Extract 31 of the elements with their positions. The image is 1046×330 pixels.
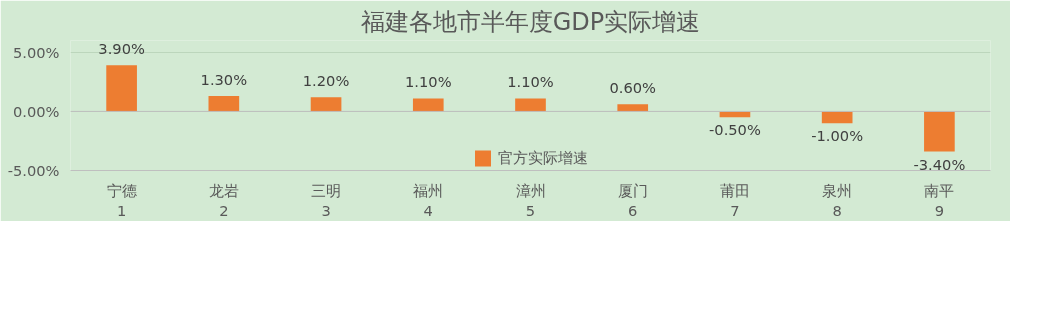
- bar: [106, 65, 137, 112]
- bar: [617, 104, 649, 112]
- data-label: 1.10%: [507, 73, 554, 91]
- x-tick-label: 三明 3: [311, 181, 342, 219]
- x-tick-label: 宁德 1: [106, 181, 137, 219]
- data-label: 1.20%: [302, 72, 350, 90]
- x-tick-label: 莆田 7: [719, 181, 750, 219]
- bar: [310, 97, 342, 112]
- y-tick-label: 0.00%: [12, 102, 60, 120]
- y-tick-label: -5.00%: [7, 162, 60, 179]
- x-tick-label: 福州 4: [413, 181, 444, 219]
- legend-label: 官方实际增速: [497, 148, 588, 168]
- data-label: -3.40%: [913, 155, 966, 173]
- x-tick-label: 漳州 5: [515, 181, 546, 219]
- data-label: 1.10%: [405, 73, 452, 91]
- data-label: -1.00%: [811, 127, 864, 145]
- chart-title: 福建各地市半年度GDP实际增速: [360, 7, 701, 36]
- x-tick-label: 龙岩 2: [208, 181, 239, 219]
- x-tick-label: 厦门 6: [617, 181, 648, 219]
- x-tick-label: 泉州 8: [822, 181, 853, 219]
- data-label: 1.30%: [200, 71, 248, 89]
- bar: [208, 96, 240, 112]
- bar: [515, 98, 546, 112]
- data-label: 3.90%: [98, 40, 145, 58]
- x-tick-label: 南平 9: [924, 181, 955, 219]
- data-label: -0.50%: [709, 121, 761, 139]
- bar: [924, 111, 955, 152]
- y-tick-label: 5.00%: [12, 43, 60, 61]
- bar: [412, 98, 444, 112]
- bar: [821, 111, 853, 124]
- data-label: 0.60%: [609, 79, 657, 97]
